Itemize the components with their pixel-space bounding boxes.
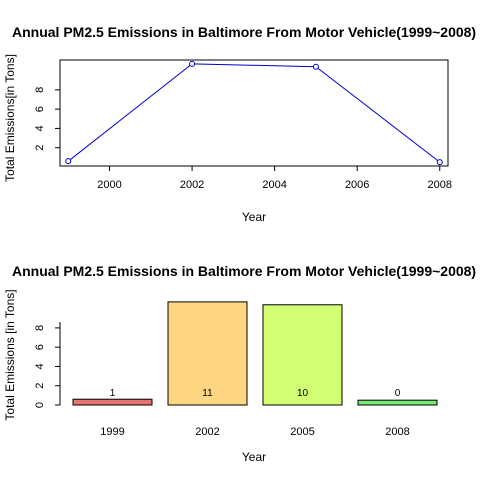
bar — [262, 304, 343, 406]
bar-category-label: 2008 — [385, 426, 409, 438]
bar — [72, 398, 153, 406]
bar-chart-ylabel: Total Emissions [in Tons] — [3, 289, 17, 420]
bar-chart-title: Annual PM2.5 Emissions in Baltimore From… — [12, 263, 476, 279]
y-tick-label: 6 — [34, 344, 46, 350]
y-tick-label: 4 — [34, 125, 46, 131]
y-tick-label: 2 — [34, 383, 46, 389]
bar-data-label: 0 — [395, 388, 401, 399]
bar-data-label: 10 — [297, 388, 309, 399]
bar-category-label: 2002 — [195, 426, 219, 438]
bar — [167, 301, 248, 406]
bar-chart-xlabel: Year — [242, 450, 266, 464]
y-tick-label: 8 — [34, 325, 46, 331]
bar-category-label: 2005 — [290, 426, 314, 438]
y-tick-label: 0 — [34, 402, 46, 408]
bar-data-label: 11 — [202, 388, 213, 399]
data-point — [436, 159, 443, 166]
line-chart: Annual PM2.5 Emissions in Baltimore From… — [3, 24, 476, 224]
y-tick-label: 2 — [34, 145, 46, 151]
x-tick-label: 2004 — [262, 179, 286, 191]
line-chart-title: Annual PM2.5 Emissions in Baltimore From… — [12, 24, 476, 40]
bar — [357, 399, 438, 406]
data-point — [65, 158, 72, 165]
line-chart-xlabel: Year — [242, 210, 266, 224]
data-point — [189, 60, 196, 67]
bar-category-label: 1999 — [100, 426, 124, 438]
x-tick-label: 2002 — [180, 179, 204, 191]
y-tick-label: 8 — [34, 87, 46, 93]
line-series — [67, 63, 441, 163]
x-tick-label: 2000 — [97, 179, 121, 191]
y-tick-label: 4 — [34, 363, 46, 369]
line-chart-ylabel: Total Emissions[in Tons] — [3, 54, 17, 182]
x-tick-label: 2008 — [428, 179, 452, 191]
data-point — [312, 63, 319, 70]
bar-data-label: 1 — [110, 388, 116, 399]
bar-chart: Annual PM2.5 Emissions in Baltimore From… — [3, 263, 476, 464]
line-chart-plot-frame — [59, 59, 449, 167]
x-tick-label: 2006 — [345, 179, 369, 191]
y-tick-label: 6 — [34, 106, 46, 112]
